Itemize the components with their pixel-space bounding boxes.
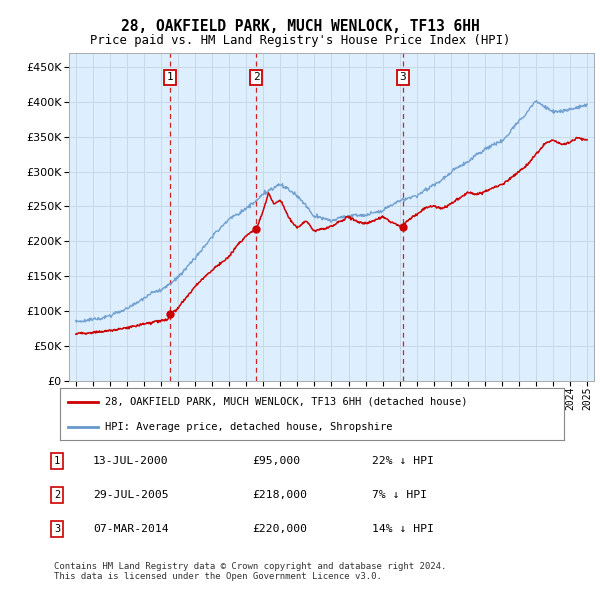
- Text: 22% ↓ HPI: 22% ↓ HPI: [372, 456, 434, 466]
- Text: 1: 1: [167, 73, 173, 83]
- Text: 14% ↓ HPI: 14% ↓ HPI: [372, 525, 434, 535]
- Text: 28, OAKFIELD PARK, MUCH WENLOCK, TF13 6HH: 28, OAKFIELD PARK, MUCH WENLOCK, TF13 6H…: [121, 19, 479, 34]
- Text: 3: 3: [54, 525, 60, 535]
- Text: 07-MAR-2014: 07-MAR-2014: [93, 525, 169, 535]
- Text: HPI: Average price, detached house, Shropshire: HPI: Average price, detached house, Shro…: [106, 422, 393, 432]
- Text: 2: 2: [54, 490, 60, 500]
- Text: 7% ↓ HPI: 7% ↓ HPI: [372, 490, 427, 500]
- Text: £95,000: £95,000: [252, 456, 300, 466]
- Text: £220,000: £220,000: [252, 525, 307, 535]
- Text: 1: 1: [54, 456, 60, 466]
- Text: £218,000: £218,000: [252, 490, 307, 500]
- Text: Contains HM Land Registry data © Crown copyright and database right 2024.
This d: Contains HM Land Registry data © Crown c…: [54, 562, 446, 581]
- Text: 13-JUL-2000: 13-JUL-2000: [93, 456, 169, 466]
- Text: Price paid vs. HM Land Registry's House Price Index (HPI): Price paid vs. HM Land Registry's House …: [90, 34, 510, 47]
- Text: 28, OAKFIELD PARK, MUCH WENLOCK, TF13 6HH (detached house): 28, OAKFIELD PARK, MUCH WENLOCK, TF13 6H…: [106, 396, 468, 407]
- Text: 29-JUL-2005: 29-JUL-2005: [93, 490, 169, 500]
- Text: 3: 3: [400, 73, 406, 83]
- Text: 2: 2: [253, 73, 259, 83]
